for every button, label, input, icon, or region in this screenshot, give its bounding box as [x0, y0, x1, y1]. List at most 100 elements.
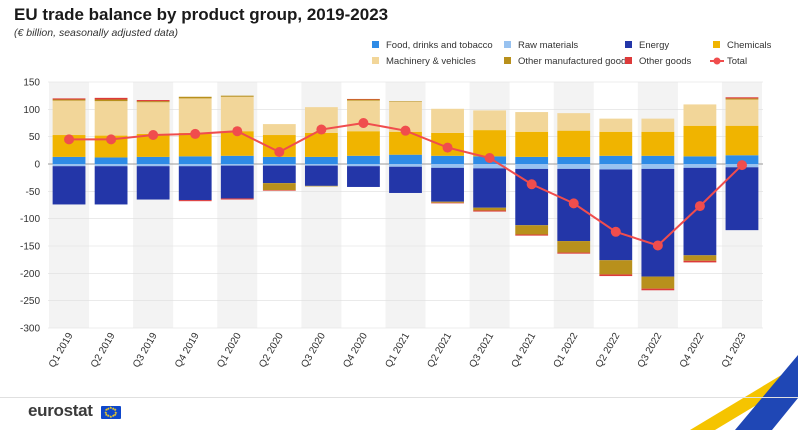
bar-machinery	[178, 98, 212, 133]
y-tick-label: 100	[23, 105, 40, 116]
bar-other-goods	[641, 288, 675, 291]
bar-raw	[641, 164, 675, 169]
bar-energy	[220, 165, 254, 199]
bar-energy	[725, 167, 759, 231]
bar-energy	[347, 166, 380, 187]
y-tick-label: -150	[20, 242, 40, 253]
bar-raw	[431, 164, 464, 168]
legend-label: Food, drinks and tobacco	[386, 40, 493, 51]
x-tick-label: Q3 2022	[636, 331, 665, 370]
bar-food	[136, 156, 170, 164]
x-tick-label: Q2 2021	[425, 331, 454, 370]
x-tick-label: Q1 2021	[383, 331, 412, 370]
eu-flag-icon: ★ ★ ★ ★ ★ ★ ★ ★ ★ ★ ★ ★	[101, 406, 121, 419]
bar-chemicals	[599, 131, 633, 156]
bar-other-goods	[52, 98, 86, 100]
bar-machinery	[641, 118, 675, 132]
bar-other-goods	[515, 234, 549, 236]
flag-star-icon: ★	[104, 407, 109, 413]
bar-other-goods	[431, 202, 464, 204]
bar-other-manufactured	[515, 225, 549, 235]
bar-raw	[304, 164, 338, 166]
bar-other-goods	[262, 190, 296, 191]
y-tick-label: 150	[23, 78, 40, 89]
bar-other-manufactured	[220, 95, 254, 97]
flag-star-icon: ★	[106, 413, 111, 419]
bar-food	[641, 155, 675, 164]
total-point	[526, 179, 537, 190]
bar-other-goods	[347, 98, 380, 100]
bar-machinery	[52, 100, 86, 136]
x-tick-label: Q3 2019	[131, 331, 160, 370]
x-tick-label: Q4 2019	[173, 331, 202, 370]
flag-star-icon: ★	[114, 409, 118, 415]
bar-raw	[347, 164, 380, 167]
legend-swatch-other-manufactured	[504, 57, 511, 64]
total-point	[652, 240, 663, 251]
legend-swatch-chemicals	[713, 41, 720, 48]
chart-title: EU trade balance by product group, 2019-…	[14, 5, 389, 24]
total-point	[274, 146, 285, 157]
bar-chemicals	[347, 131, 380, 156]
bar-other-manufactured	[304, 185, 338, 187]
bar-other-manufactured	[557, 241, 591, 253]
bar-food	[683, 156, 717, 164]
x-tick-label: Q1 2019	[47, 331, 76, 370]
y-tick-label: -50	[26, 187, 41, 198]
legend-label: Other manufactured goods	[518, 56, 631, 67]
bar-energy	[389, 166, 422, 193]
bar-other-manufactured	[262, 183, 296, 191]
bar-raw	[473, 164, 507, 169]
bar-food	[557, 156, 591, 164]
bar-energy	[641, 168, 675, 277]
bar-energy	[136, 166, 170, 200]
flag-star-icon: ★	[111, 405, 116, 411]
bar-other-goods	[94, 97, 128, 100]
bar-machinery	[683, 104, 717, 126]
bar-raw	[557, 164, 591, 169]
bar-other-manufactured	[136, 101, 170, 103]
bar-other-goods	[725, 97, 759, 99]
flag-star-icon: ★	[104, 409, 108, 415]
x-tick-label: Q2 2020	[257, 331, 286, 370]
bar-energy	[304, 165, 338, 186]
y-tick-label: 50	[29, 132, 41, 143]
x-tick-label: Q1 2023	[720, 331, 749, 370]
bar-raw	[52, 164, 86, 167]
bar-other-manufactured	[725, 98, 759, 100]
y-axis: 150 100 50 0 -50 -100 -150 -200 -250 -300	[20, 78, 40, 335]
y-tick-label: -100	[20, 214, 40, 225]
legend-label: Raw materials	[518, 40, 578, 51]
bar-other-manufactured	[641, 276, 675, 289]
flag-star-icon: ★	[104, 411, 109, 417]
bar-other-goods	[473, 210, 507, 212]
legend: Food, drinks and tobacco Raw materials Ene…	[372, 40, 772, 67]
legend-label: Chemicals	[727, 40, 772, 51]
bar-food	[515, 156, 549, 164]
bar-food	[389, 154, 422, 164]
bar-other-goods	[178, 200, 212, 202]
bar-food	[52, 156, 86, 164]
bar-food	[599, 155, 633, 164]
bar-raw	[683, 164, 717, 168]
bar-food	[347, 155, 380, 164]
x-tick-label: Q4 2020	[341, 331, 370, 370]
bar-machinery	[220, 96, 254, 132]
x-tick-label: Q2 2022	[594, 331, 623, 370]
total-point	[148, 130, 159, 141]
bar-raw	[94, 164, 128, 167]
bar-other-manufactured	[683, 255, 717, 261]
x-tick-label: Q3 2021	[468, 331, 497, 370]
bar-other-manufactured	[431, 201, 464, 203]
total-point	[232, 126, 243, 137]
bar-chemicals	[304, 132, 338, 157]
total-point	[64, 134, 75, 145]
bar-energy	[599, 169, 633, 261]
bar-food	[431, 155, 464, 164]
bar-chemicals	[515, 131, 549, 157]
bar-machinery	[557, 113, 591, 131]
flag-star-icon: ★	[113, 411, 117, 417]
chart-subtitle: (€ billion, seasonally adjusted data)	[14, 27, 179, 39]
bar-raw	[389, 164, 422, 167]
footer-divider	[0, 397, 798, 398]
